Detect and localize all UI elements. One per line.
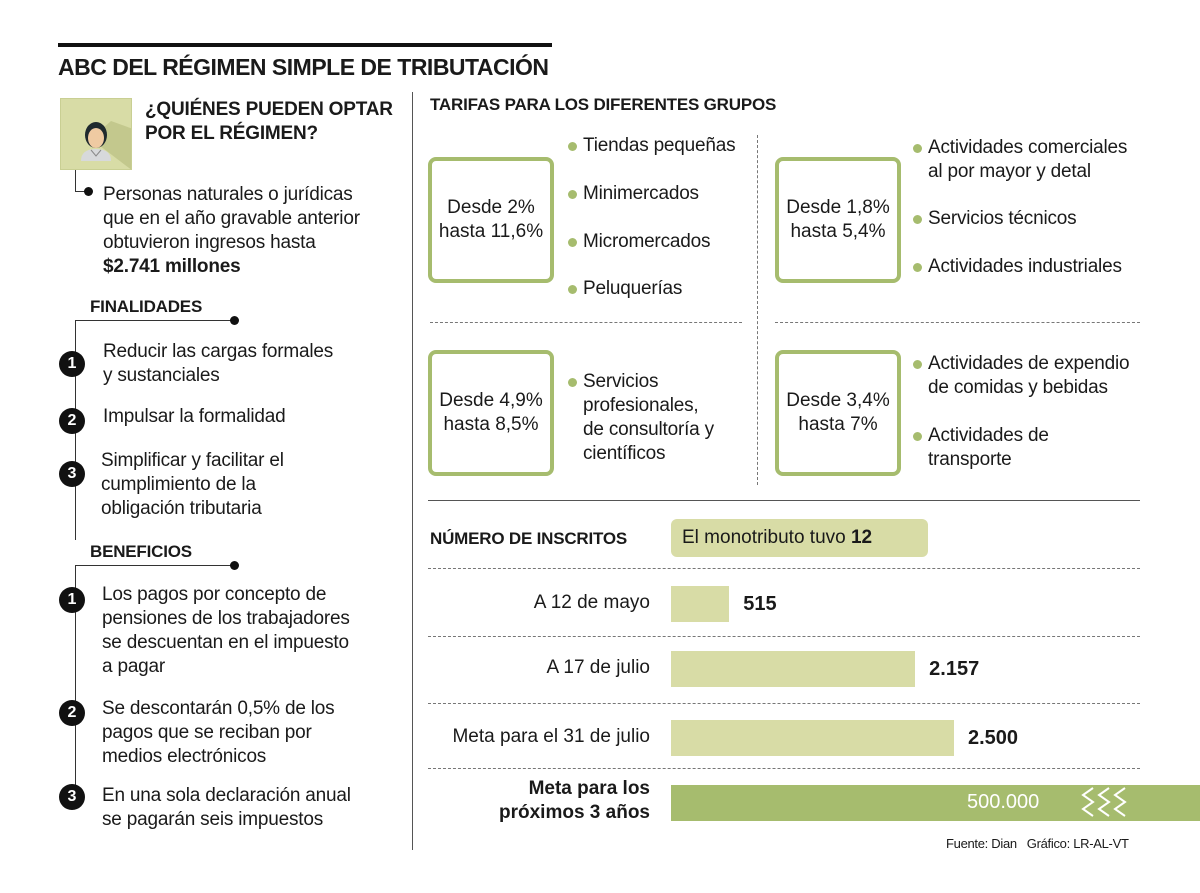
bullet-dot [568, 285, 577, 294]
page-title: ABC DEL RÉGIMEN SIMPLE DE TRIBUTACIÓN [58, 54, 549, 80]
activity-item: Peluquerías [583, 278, 683, 299]
beneficio-item: Los pagos por concepto de pensiones de lo… [102, 584, 350, 677]
number-badge: 1 [59, 587, 85, 613]
beneficios-heading: BENEFICIOS [90, 542, 192, 561]
bullet-dot [913, 263, 922, 272]
rate-box: Desde 1,8% hasta 5,4% [775, 157, 901, 283]
who-heading: ¿QUIÉNES PUEDEN OPTAR POR EL RÉGIMEN? [145, 99, 393, 144]
finalidad-item: Impulsar la formalidad [103, 406, 286, 427]
beneficio-item: Se descontarán 0,5% de los pagos que se r… [102, 698, 335, 767]
number-badge: 2 [59, 700, 85, 726]
activity-item: Servicios profesionales, de consultoría … [583, 371, 714, 464]
column-divider [412, 92, 413, 850]
category-label: Meta para el 31 de julio [452, 726, 650, 747]
section-divider [428, 500, 1140, 501]
bullet-dot [568, 378, 577, 387]
bullet-dot [84, 187, 93, 196]
bar-value: 2.500 [968, 727, 1019, 749]
goal-value: 500.000 [967, 791, 1040, 813]
activity-item: Actividades industriales [928, 256, 1122, 277]
number-badge: 3 [59, 784, 85, 810]
person-icon [60, 98, 132, 170]
finalidades-heading: FINALIDADES [90, 297, 203, 316]
vertical-dashed-divider [757, 135, 758, 485]
bullet-dot [230, 561, 239, 570]
bar [671, 720, 954, 756]
category-label: A 17 de julio [546, 657, 650, 678]
bullet-dot [913, 215, 922, 224]
dashed-divider [428, 703, 1140, 704]
dashed-divider [428, 568, 1140, 569]
inscritos-heading: NÚMERO DE INSCRITOS [430, 529, 628, 548]
rate-box: Desde 3,4% hasta 7% [775, 350, 901, 476]
activity-item: Tiendas pequeñas [583, 135, 736, 156]
dashed-divider [428, 768, 1140, 769]
rate-box: Desde 4,9% hasta 8,5% [428, 350, 554, 476]
dashed-divider [775, 322, 1140, 323]
title-rule [58, 43, 552, 47]
connector [75, 170, 87, 192]
category-label: A 12 de mayo [533, 592, 650, 613]
bullet-dot [230, 316, 239, 325]
number-badge: 2 [59, 408, 85, 434]
activity-item: Actividades de expendio de comidas y beb… [928, 353, 1130, 398]
bullet-dot [913, 144, 922, 153]
dashed-divider [428, 636, 1140, 637]
activity-item: Actividades de transporte [928, 425, 1049, 470]
beneficio-item: En una sola declaración anual se pagarán … [102, 785, 351, 830]
number-badge: 1 [59, 351, 85, 377]
who-text: Personas naturales o jurídicas que en el … [103, 184, 360, 277]
activity-item: Micromercados [583, 231, 711, 252]
axis-break-icon [1081, 787, 1127, 817]
activity-item: Servicios técnicos [928, 208, 1077, 229]
bar [671, 651, 916, 687]
goal-label: Meta para los próximos 3 años [499, 778, 650, 823]
goal-bar: 500.000 [671, 785, 1200, 821]
dashed-divider [430, 322, 742, 323]
bullet-dot [913, 360, 922, 369]
bullet-dot [913, 432, 922, 441]
footer: Fuente: Dian Gráfico: LR-AL-VT [946, 836, 1129, 851]
bar-value: 515 [743, 593, 777, 615]
activity-item: Actividades comerciales al por mayor y d… [928, 137, 1128, 182]
tarifas-heading: TARIFAS PARA LOS DIFERENTES GRUPOS [430, 95, 777, 114]
monotributo-note: El monotributo tuvo 12 [671, 519, 928, 557]
bullet-dot [568, 238, 577, 247]
bullet-dot [568, 190, 577, 199]
rate-box: Desde 2% hasta 11,6% [428, 157, 554, 283]
number-badge: 3 [59, 461, 85, 487]
finalidad-item: Simplificar y facilitar el cumplimiento d… [101, 450, 284, 519]
bar-value: 2.157 [929, 658, 980, 680]
beneficios-line [75, 565, 235, 805]
bullet-dot [568, 142, 577, 151]
activity-item: Minimercados [583, 183, 699, 204]
finalidad-item: Reducir las cargas formales y sustanciale… [103, 341, 334, 386]
bar [671, 586, 730, 622]
